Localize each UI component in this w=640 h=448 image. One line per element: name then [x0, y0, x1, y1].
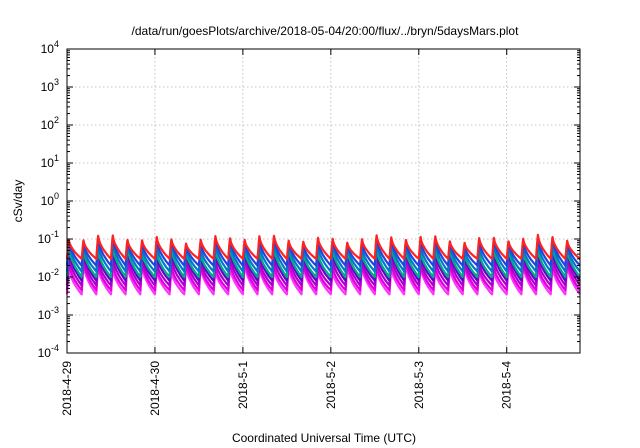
- y-axis: 10-4 10-3 10-2 10-1 100 101 102 103 104: [38, 39, 580, 360]
- x-axis: 2018-4-29 2018-4-30 2018-5-1 2018-5-2 2018-5…: [60, 49, 514, 416]
- y-tick-label: 10-3: [38, 305, 59, 322]
- series-line: [65, 258, 581, 292]
- y-tick-label: 103: [41, 77, 59, 94]
- y-tick-label: 102: [41, 115, 59, 132]
- y-tick-label: 10-4: [38, 343, 59, 360]
- series-line: [65, 244, 581, 279]
- y-tick-label: 10-2: [38, 267, 59, 284]
- y-tick-label: 104: [41, 39, 59, 56]
- x-tick-label: 2018-5-1: [236, 361, 250, 409]
- series-group: [65, 233, 581, 296]
- x-tick-label: 2018-5-2: [324, 361, 338, 409]
- x-tick-label: 2018-5-3: [412, 361, 426, 409]
- chart-title: /data/run/goesPlots/archive/2018-05-04/2…: [132, 24, 520, 38]
- y-axis-label: cSv/day: [11, 180, 25, 223]
- y-tick-label: 101: [41, 153, 59, 170]
- x-tick-label: 2018-4-29: [60, 361, 74, 416]
- series-line: [65, 262, 581, 296]
- x-tick-label: 2018-4-30: [148, 361, 162, 416]
- series-line: [65, 233, 581, 260]
- x-tick-label: 2018-5-4: [500, 361, 514, 409]
- y-tick-label: 10-1: [38, 229, 59, 246]
- grid: [67, 49, 580, 353]
- x-axis-label: Coordinated Universal Time (UTC): [232, 431, 416, 445]
- y-tick-label: 100: [41, 191, 59, 208]
- series-line: [65, 253, 581, 287]
